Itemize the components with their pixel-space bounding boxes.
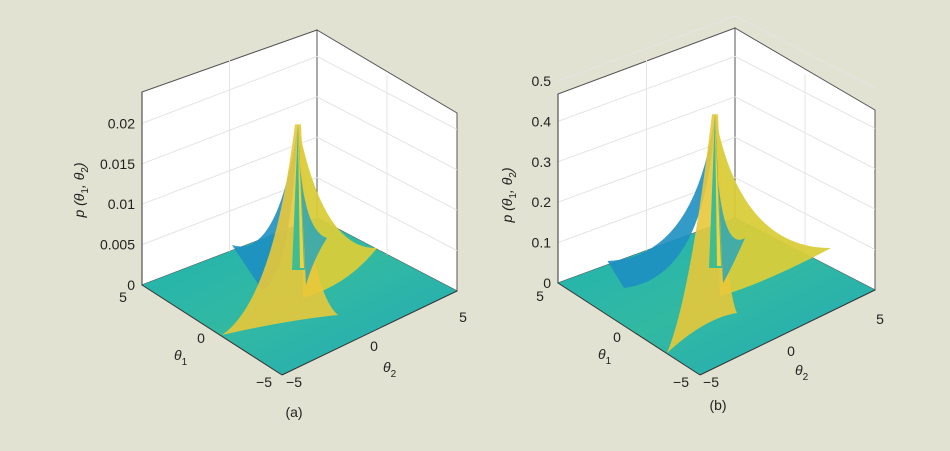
y-tick-label: −5	[703, 374, 719, 390]
z-axis-label: p (θ1, θ2)	[71, 162, 91, 218]
z-tick-labels: 0 0.005 0.01 0.015 0.02	[100, 115, 135, 293]
panel-b-plot: 0 0.1 0.2 0.3 0.4 0.5 5 0 −5 −5 0 5 θ1 θ2 p (…	[499, 15, 884, 413]
z-tick-label: 0.5	[532, 73, 552, 89]
x-tick-label: −5	[256, 374, 272, 390]
z-axis-label: p (θ1, θ2)	[499, 167, 519, 223]
x-tick-label: 0	[613, 329, 621, 345]
surface-ridges	[222, 124, 377, 335]
gridline	[557, 15, 736, 82]
ridge-back	[715, 114, 745, 283]
z-tick-label: 0	[543, 275, 551, 291]
ridge-front	[222, 124, 338, 335]
x-tick-label: 5	[119, 289, 127, 305]
x-tick-label: 0	[197, 330, 205, 346]
z-tick-label: 0.01	[108, 196, 135, 212]
z-tick-label: 0.3	[532, 154, 552, 170]
z-tick-label: 0.015	[100, 156, 135, 172]
y-tick-label: −5	[286, 374, 302, 390]
z-tick-label: 0.005	[100, 237, 135, 253]
surface-ridges	[607, 114, 831, 353]
peak-highlight	[715, 116, 721, 266]
y-axis-label: θ2	[795, 362, 809, 383]
ridge-theta2	[715, 114, 831, 296]
y-axis-line	[281, 290, 458, 376]
z-tick-label: 0.02	[108, 115, 135, 131]
z-tick-labels: 0 0.1 0.2 0.3 0.4 0.5	[532, 73, 552, 291]
y-axis-label: θ2	[383, 359, 397, 380]
y-axis-line	[699, 289, 876, 376]
z-tick-label: 0.2	[532, 194, 552, 210]
panel-label: (b)	[709, 397, 726, 413]
x-axis-label: θ1	[174, 347, 188, 368]
y-tick-label: 0	[787, 343, 795, 359]
ridge-theta2	[298, 124, 377, 298]
y-tick-label: 5	[876, 311, 884, 327]
y-tick-label: 5	[459, 309, 467, 325]
x-axis-line	[141, 284, 283, 376]
z-tick-label: 0.1	[532, 235, 552, 251]
x-axis-line	[557, 282, 701, 376]
x-tick-label: −5	[673, 374, 689, 390]
z-tick-label: 0.4	[532, 113, 552, 129]
gridline	[734, 15, 876, 89]
x-axis-label: θ1	[598, 346, 612, 367]
peak-highlight	[298, 126, 304, 268]
y-tick-label: 0	[370, 338, 378, 354]
z-tick-label: 0	[127, 277, 135, 293]
ridge-front	[667, 114, 737, 353]
ridge-theta1	[607, 114, 715, 288]
panel-label: (a)	[285, 404, 302, 420]
x-tick-label: 5	[536, 288, 544, 304]
ridge-back	[298, 124, 327, 285]
